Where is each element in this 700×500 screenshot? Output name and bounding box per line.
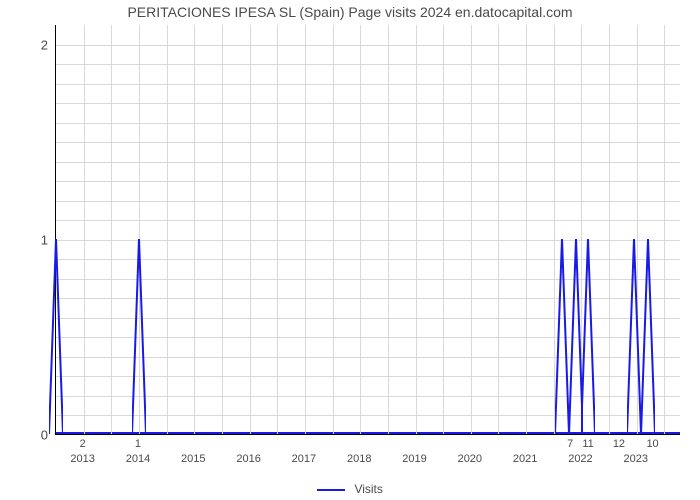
- legend: Visits: [0, 482, 700, 496]
- x-value-label: 12 10: [613, 438, 659, 450]
- x-year-label: 2020: [458, 453, 482, 465]
- gridline-v: [526, 25, 527, 434]
- gridline-v: [498, 25, 499, 434]
- x-year-label: 2023: [624, 453, 648, 465]
- x-year-label: 2015: [181, 453, 205, 465]
- gridline-v: [388, 25, 389, 434]
- legend-line-icon: [317, 489, 345, 491]
- y-tick-label: 0: [0, 428, 48, 443]
- x-year-label: 2016: [236, 453, 260, 465]
- gridline-h: [56, 45, 680, 46]
- x-year-label: 2022: [568, 453, 592, 465]
- gridline-h-minor: [56, 84, 680, 85]
- x-value-label: 1: [135, 438, 141, 450]
- chart-title: PERITACIONES IPESA SL (Spain) Page visit…: [0, 4, 700, 20]
- gridline-v: [84, 25, 85, 434]
- gridline-h-minor: [56, 64, 680, 65]
- x-value-label: 2: [80, 438, 86, 450]
- x-year-label: 2017: [292, 453, 316, 465]
- gridline-v: [167, 25, 168, 434]
- gridline-v: [664, 25, 665, 434]
- x-year-label: 2019: [402, 453, 426, 465]
- gridline-v: [333, 25, 334, 434]
- gridline-v: [609, 25, 610, 434]
- gridline-h-minor: [56, 142, 680, 143]
- gridline-v: [111, 25, 112, 434]
- gridline-h-minor: [56, 201, 680, 202]
- spike: [581, 239, 595, 434]
- spike: [627, 239, 641, 434]
- gridline-v: [222, 25, 223, 434]
- gridline-v: [360, 25, 361, 434]
- gridline-h-minor: [56, 181, 680, 182]
- spike: [555, 239, 569, 434]
- plot-area: [55, 25, 680, 435]
- y-tick-label: 1: [0, 232, 48, 247]
- gridline-h-minor: [56, 220, 680, 221]
- x-year-label: 2018: [347, 453, 371, 465]
- chart-container: PERITACIONES IPESA SL (Spain) Page visit…: [0, 0, 700, 500]
- gridline-v: [277, 25, 278, 434]
- spike: [132, 239, 146, 434]
- gridline-v: [443, 25, 444, 434]
- x-year-label: 2021: [513, 453, 537, 465]
- gridline-h-minor: [56, 162, 680, 163]
- legend-label: Visits: [354, 482, 382, 496]
- x-value-label: 7 11: [567, 438, 594, 450]
- gridline-h-minor: [56, 123, 680, 124]
- y-tick-label: 2: [0, 37, 48, 52]
- spike: [49, 239, 63, 434]
- gridline-v: [250, 25, 251, 434]
- gridline-h-minor: [56, 103, 680, 104]
- spike: [641, 239, 655, 434]
- gridline-v: [471, 25, 472, 434]
- x-year-label: 2013: [70, 453, 94, 465]
- gridline-v: [305, 25, 306, 434]
- gridline-v: [416, 25, 417, 434]
- x-year-label: 2014: [126, 453, 150, 465]
- gridline-v: [194, 25, 195, 434]
